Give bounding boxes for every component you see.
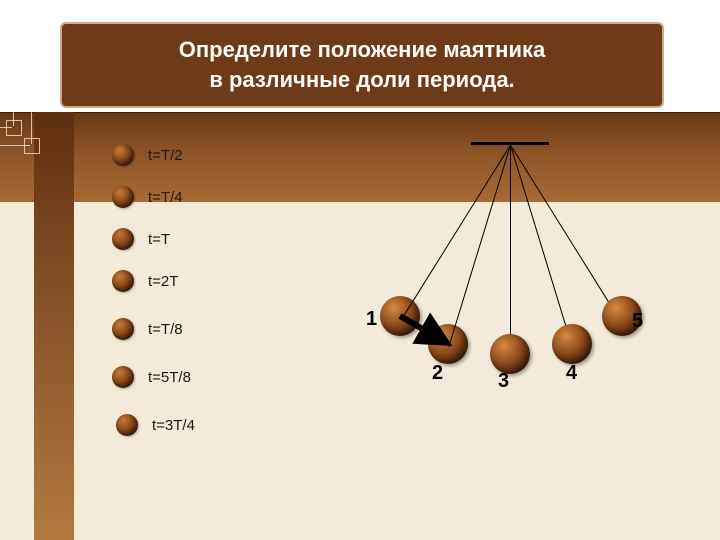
motion-arrow [0,0,720,540]
slide-stage: Определите положение маятника в различны… [0,0,720,540]
